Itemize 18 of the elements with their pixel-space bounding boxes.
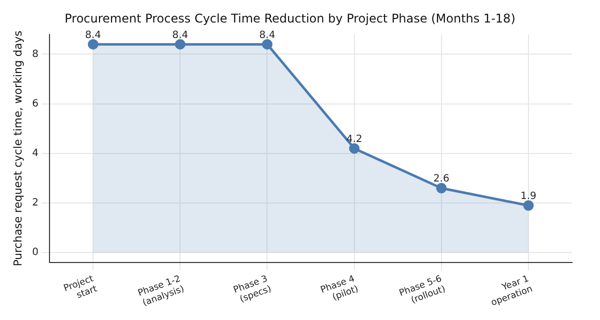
data-label: 8.4 xyxy=(85,30,102,41)
y-tick-label: 0 xyxy=(32,247,39,258)
point xyxy=(436,182,447,194)
y-tick-label: 8 xyxy=(32,48,39,60)
y-tick-label: 6 xyxy=(32,98,39,110)
data-label: 8.4 xyxy=(259,30,276,41)
y-tick-label: 2 xyxy=(32,198,39,209)
point xyxy=(262,39,272,50)
chart-title: Procurement Process Cycle Time Reduction by Project Phase (Months 1-18) xyxy=(64,11,516,26)
y-tick-label: 4 xyxy=(32,148,39,160)
point xyxy=(88,39,98,50)
data-label: 2.6 xyxy=(433,174,450,185)
y-axis-title: Purchase request cycle time, working days xyxy=(11,30,24,266)
point xyxy=(174,39,186,50)
point xyxy=(523,200,534,211)
data-label: 8.4 xyxy=(172,30,188,41)
data-label: 1.9 xyxy=(520,191,536,202)
point xyxy=(349,143,360,154)
